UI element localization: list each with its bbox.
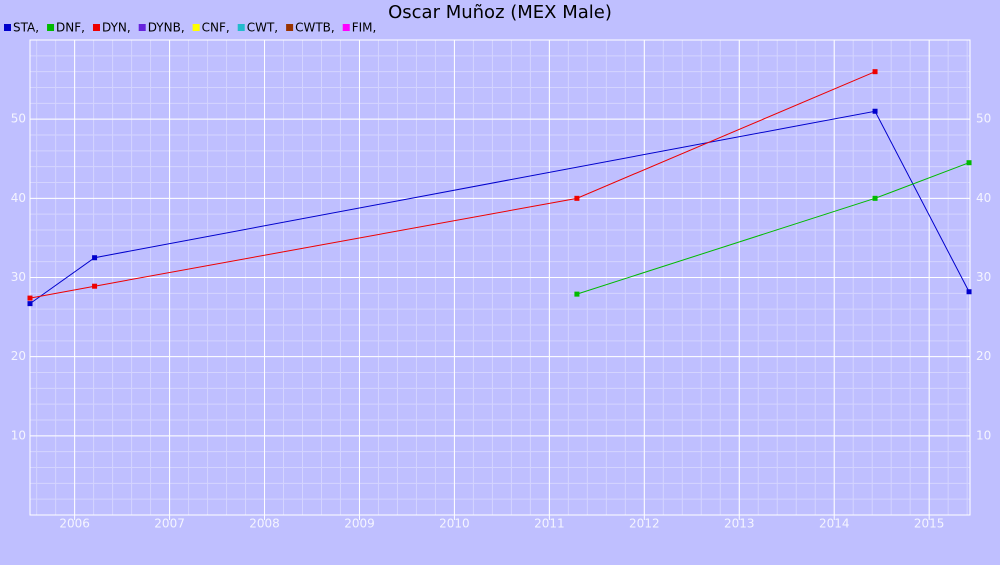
legend-swatch	[92, 24, 100, 31]
legend-swatch	[192, 24, 200, 31]
x-tick-label: 2011	[534, 517, 565, 531]
y-tick-label: 30	[11, 270, 26, 284]
legend-swatch	[342, 24, 350, 31]
x-tick-label: 2013	[724, 517, 755, 531]
point	[574, 195, 580, 201]
point	[966, 289, 972, 295]
x-tick-label: 2007	[154, 517, 185, 531]
x-tick-label: 2006	[59, 517, 90, 531]
point	[92, 283, 98, 289]
y-tick-label: 20	[11, 349, 26, 363]
point	[872, 69, 878, 75]
legend-swatch	[47, 24, 55, 31]
x-tick-label: 2009	[344, 517, 375, 531]
y-tick-label: 40	[976, 191, 991, 205]
y-tick-label: 30	[976, 270, 991, 284]
legend-label: DNF,	[56, 21, 85, 35]
y-tick-label: 50	[11, 112, 26, 126]
legend-label: DYN,	[102, 21, 131, 35]
x-tick-label: 2010	[439, 517, 470, 531]
legend-label: CWT,	[247, 21, 278, 35]
y-tick-label: 40	[11, 191, 26, 205]
legend-swatch	[286, 24, 294, 31]
legend-label: CWTB,	[295, 21, 335, 35]
x-tick-label: 2008	[249, 517, 280, 531]
x-tick-label: 2014	[819, 517, 850, 531]
legend-swatch	[4, 24, 11, 31]
legend-swatch	[138, 24, 146, 31]
point	[574, 291, 580, 297]
legend-label: FIM,	[352, 21, 377, 35]
point	[27, 295, 33, 301]
point	[872, 108, 878, 114]
series-line	[29, 110, 970, 305]
y-tick-label: 10	[11, 428, 26, 442]
point	[27, 301, 33, 307]
legend-label: STA,	[13, 21, 39, 35]
y-tick-label: 10	[976, 428, 991, 442]
legend-swatch	[237, 24, 245, 31]
point	[872, 195, 878, 201]
point	[92, 255, 98, 261]
legend-label: DYNB,	[148, 21, 185, 35]
series-line	[29, 71, 876, 299]
y-tick-label: 50	[976, 112, 991, 126]
legend-label: CNF,	[202, 21, 230, 35]
chart-title: Oscar Muñoz (MEX Male)	[388, 2, 612, 23]
y-tick-label: 20	[976, 349, 991, 363]
x-tick-label: 2012	[629, 517, 660, 531]
point	[966, 160, 972, 166]
x-tick-label: 2015	[914, 517, 945, 531]
